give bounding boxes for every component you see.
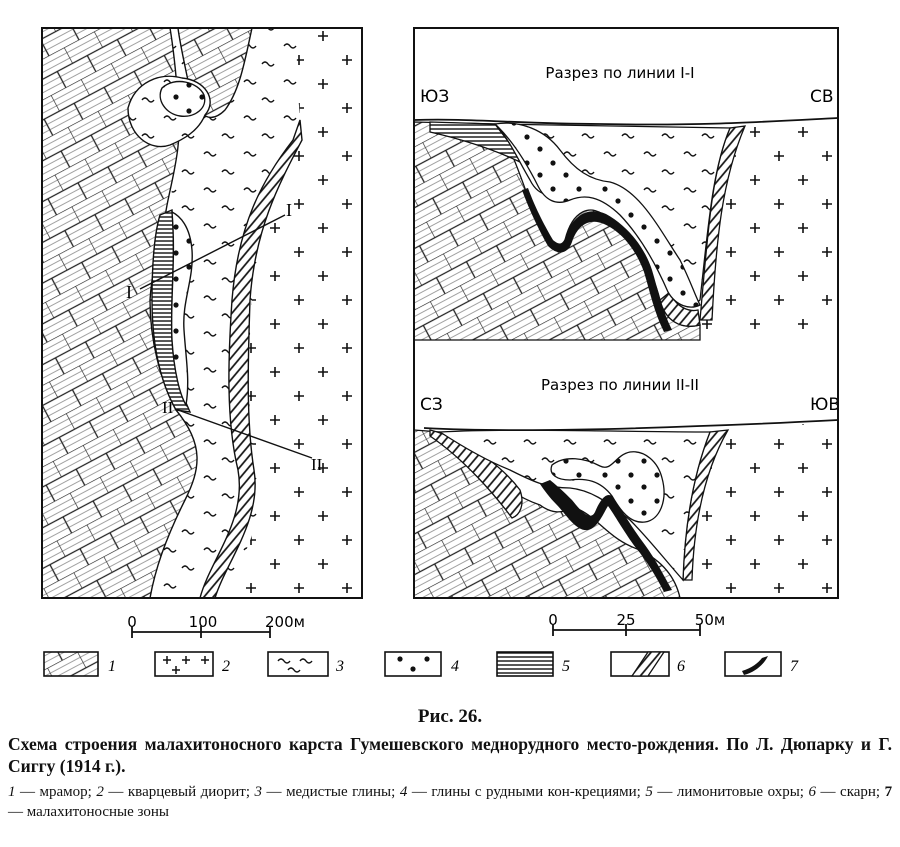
plan-dots-lens	[159, 80, 206, 117]
scale-right-label-25: 25	[616, 611, 635, 629]
legend-text-7: 7 — малахитоносные зоны	[8, 784, 893, 820]
legend-key-2: 2	[222, 658, 230, 675]
section1-title: Разрез по линии I-I	[545, 64, 694, 82]
section2-left-label: СЗ	[420, 395, 443, 415]
legend-key-4: 4	[451, 658, 459, 675]
legend-key-3: 3	[335, 658, 344, 675]
section1-surface	[413, 117, 839, 126]
legend-key-5: 5	[562, 658, 570, 675]
legend-item-7: 7	[724, 651, 799, 677]
legend-item-3: 3	[267, 651, 344, 677]
section-2: Разрез по линии II-II СЗ ЮВ	[413, 376, 840, 599]
plan-frame	[41, 27, 363, 599]
legend-key-7: 7	[790, 658, 799, 675]
legend-item-6: 6	[610, 651, 685, 677]
legend-text-1: 1 — мрамор;	[8, 784, 92, 800]
figure-legend-text: 1 — мрамор; 2 — кварцевый диорит; 3 — ме…	[8, 782, 892, 822]
legend-item-5: 5	[496, 651, 570, 677]
section1-left-label: ЮЗ	[420, 87, 449, 107]
legend-item-2: 2	[154, 651, 230, 677]
section1-diorite	[700, 120, 838, 340]
scale-bar-right: 0 25 50м	[548, 611, 725, 636]
scale-bar-left: 0 100 200м	[127, 613, 305, 638]
section1-malachite-zone	[522, 188, 672, 332]
legend-key-1: 1	[108, 658, 116, 675]
legend-text-4: 4 — глины с рудными кон-крециями;	[399, 784, 641, 800]
legend-key-6: 6	[677, 658, 685, 675]
plan-label-I-end: I	[286, 200, 292, 220]
legend-text-3: 3 — медистые глины;	[254, 784, 396, 800]
plan-label-I-start: I	[126, 282, 132, 302]
plan-section-line-I	[139, 214, 286, 290]
legend-item-1: 1	[43, 651, 116, 677]
scale-left-label-0: 0	[127, 613, 137, 631]
plan-map: I I II II	[41, 27, 363, 599]
legend-text-5: 5 — лимонитовые охры;	[645, 784, 804, 800]
figure-number: Рис. 26.	[417, 706, 483, 727]
legend-boxes: 1 2 3 4 5 6 7	[43, 651, 799, 677]
section1-dots	[493, 122, 701, 308]
legend-item-4: 4	[384, 651, 459, 677]
plan-dots-zone	[170, 210, 193, 408]
section1-right-label: СВ	[810, 87, 834, 107]
sections-frame	[413, 27, 839, 599]
section-1: Разрез по линии I-I ЮЗ СВ	[413, 64, 839, 341]
legend-text-6: 6 — скарн;	[808, 784, 881, 800]
section2-malachite-zone	[540, 480, 672, 592]
section2-title: Разрез по линии II-II	[541, 376, 699, 394]
plan-label-II-end: II	[311, 455, 323, 474]
scale-left-label-200: 200м	[265, 613, 305, 631]
section2-right-label: ЮВ	[810, 395, 840, 415]
section2-diorite	[690, 422, 838, 598]
section2-dots	[550, 451, 665, 523]
legend-text-2: 2 — кварцевый диорит;	[96, 784, 251, 800]
scale-right-label-50: 50м	[695, 611, 725, 629]
plan-label-II-start: II	[162, 398, 174, 417]
section2-surface	[423, 419, 839, 432]
plan-section-line-II	[177, 409, 313, 459]
figure-title: Схема строения малахитоносного карста Гу…	[8, 734, 892, 776]
scale-right-label-0: 0	[548, 611, 558, 629]
scale-left-label-100: 100	[189, 613, 218, 631]
